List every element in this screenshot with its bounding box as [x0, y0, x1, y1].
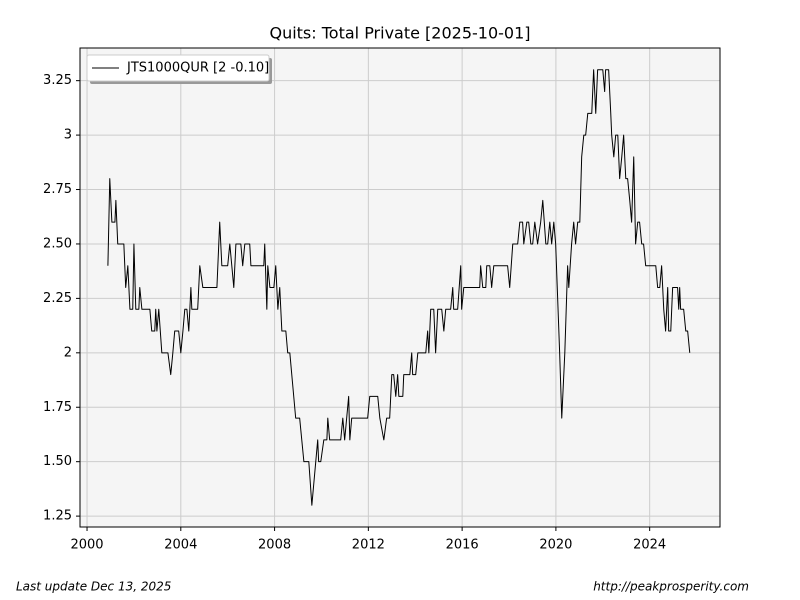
plot-frame [79, 47, 721, 528]
chart-title: Quits: Total Private [2025-10-01] [269, 24, 530, 43]
y-tick-label: 3.25 [43, 73, 72, 88]
x-tick-label: 2004 [164, 538, 197, 553]
lines [107, 69, 691, 506]
y-tick-label: 2.50 [43, 236, 72, 251]
y-tick-label: 3 [64, 128, 72, 143]
footer-left: Last update Dec 13, 2025 [16, 580, 171, 594]
legend-box [86, 54, 270, 82]
legend: JTS1000QUR [2 -0.10] [86, 54, 272, 84]
y-tick-label: 2 [64, 345, 72, 360]
plot-area [80, 48, 720, 527]
legend-label: JTS1000QUR [2 -0.10] [126, 61, 269, 76]
x-tick-label: 2020 [539, 538, 572, 553]
x-tick-label: 2000 [70, 538, 103, 553]
footer-right: http://peakprosperity.com [593, 580, 749, 594]
y-tick-label: 1.50 [43, 454, 72, 469]
x-tick-label: 2024 [633, 538, 666, 553]
series-line [107, 69, 691, 506]
grid [80, 48, 720, 527]
y-tick-label: 2.25 [43, 291, 72, 306]
x-tick-label: 2008 [258, 538, 291, 553]
y-tick-label: 1.25 [43, 509, 72, 524]
x-tick-label: 2016 [446, 538, 479, 553]
y-tick-label: 1.75 [43, 400, 72, 415]
x-tick-label: 2012 [352, 538, 385, 553]
y-tick-label: 2.75 [43, 182, 72, 197]
